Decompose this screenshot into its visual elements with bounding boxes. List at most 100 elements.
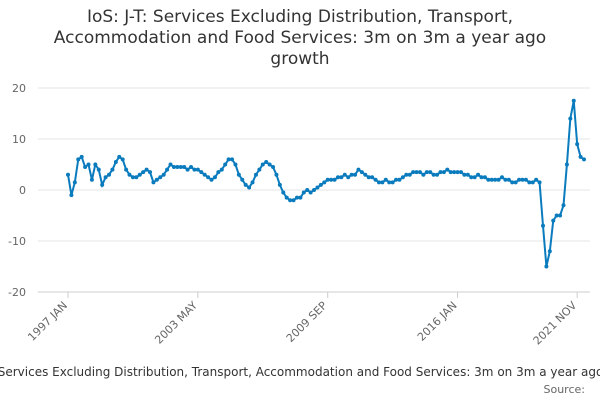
point [564, 162, 569, 167]
point [288, 198, 293, 203]
point [274, 172, 279, 177]
point [404, 172, 409, 177]
point [110, 167, 115, 172]
point [277, 182, 282, 187]
x-tick-label: 2021 NOV [531, 299, 580, 348]
point [561, 203, 566, 208]
point [301, 190, 306, 195]
point [325, 177, 330, 182]
point [257, 167, 262, 172]
point [171, 165, 176, 170]
point [342, 172, 347, 177]
point [534, 177, 539, 182]
point [435, 172, 440, 177]
source: Source: [544, 383, 586, 396]
point [79, 154, 84, 159]
point [120, 157, 125, 162]
point [527, 180, 532, 185]
x-tick-label: 2009 SEP [284, 299, 330, 345]
point [100, 182, 105, 187]
point [513, 180, 518, 185]
point [66, 172, 70, 177]
point [236, 172, 241, 177]
point [421, 172, 426, 177]
point [137, 172, 142, 177]
point [219, 167, 224, 172]
point [482, 175, 487, 180]
point [103, 175, 108, 180]
point [322, 180, 327, 185]
point [127, 172, 132, 177]
point [441, 170, 446, 175]
point [281, 190, 286, 195]
y-tick-label: -10 [8, 235, 26, 248]
point [185, 167, 190, 172]
point [284, 195, 289, 200]
point [117, 154, 122, 159]
point [462, 172, 467, 177]
point [503, 177, 508, 182]
point [496, 177, 501, 182]
point [455, 170, 460, 175]
y-tick-label: 0 [19, 184, 26, 197]
point [452, 170, 457, 175]
point [199, 170, 204, 175]
point [332, 177, 337, 182]
point [192, 167, 197, 172]
point [394, 177, 399, 182]
point [520, 177, 525, 182]
point [479, 175, 484, 180]
point [469, 175, 474, 180]
point [445, 167, 450, 172]
point [315, 185, 320, 190]
point [247, 185, 252, 190]
point [312, 188, 317, 192]
point [349, 172, 354, 177]
point [424, 170, 429, 175]
x-tick-label: 2016 JAN [415, 299, 460, 344]
point [329, 177, 334, 182]
point [107, 172, 112, 177]
point [571, 98, 576, 103]
point [134, 175, 139, 180]
point [407, 172, 412, 177]
point [271, 165, 276, 170]
point [148, 170, 153, 175]
point [250, 180, 255, 185]
point [230, 157, 235, 162]
point [523, 177, 528, 182]
point [178, 165, 183, 170]
point [260, 162, 265, 167]
point [551, 218, 556, 223]
point [223, 162, 228, 167]
point [182, 165, 187, 170]
point [189, 165, 194, 170]
point [356, 167, 361, 172]
point [544, 264, 549, 269]
point [89, 177, 94, 182]
point [161, 172, 166, 177]
point [486, 177, 491, 182]
point [537, 180, 542, 185]
point [376, 180, 381, 185]
point [212, 175, 217, 180]
point [335, 175, 340, 180]
point [417, 170, 422, 175]
point [233, 162, 238, 167]
point [168, 162, 173, 167]
point [472, 175, 477, 180]
point [489, 177, 494, 182]
point [318, 182, 323, 187]
point [438, 170, 443, 175]
series-line [67, 100, 585, 267]
point [578, 154, 583, 159]
point [154, 177, 159, 182]
point [240, 177, 245, 182]
point [428, 170, 433, 175]
point [380, 180, 385, 185]
point [209, 177, 214, 182]
point [530, 180, 535, 185]
point [465, 172, 470, 177]
